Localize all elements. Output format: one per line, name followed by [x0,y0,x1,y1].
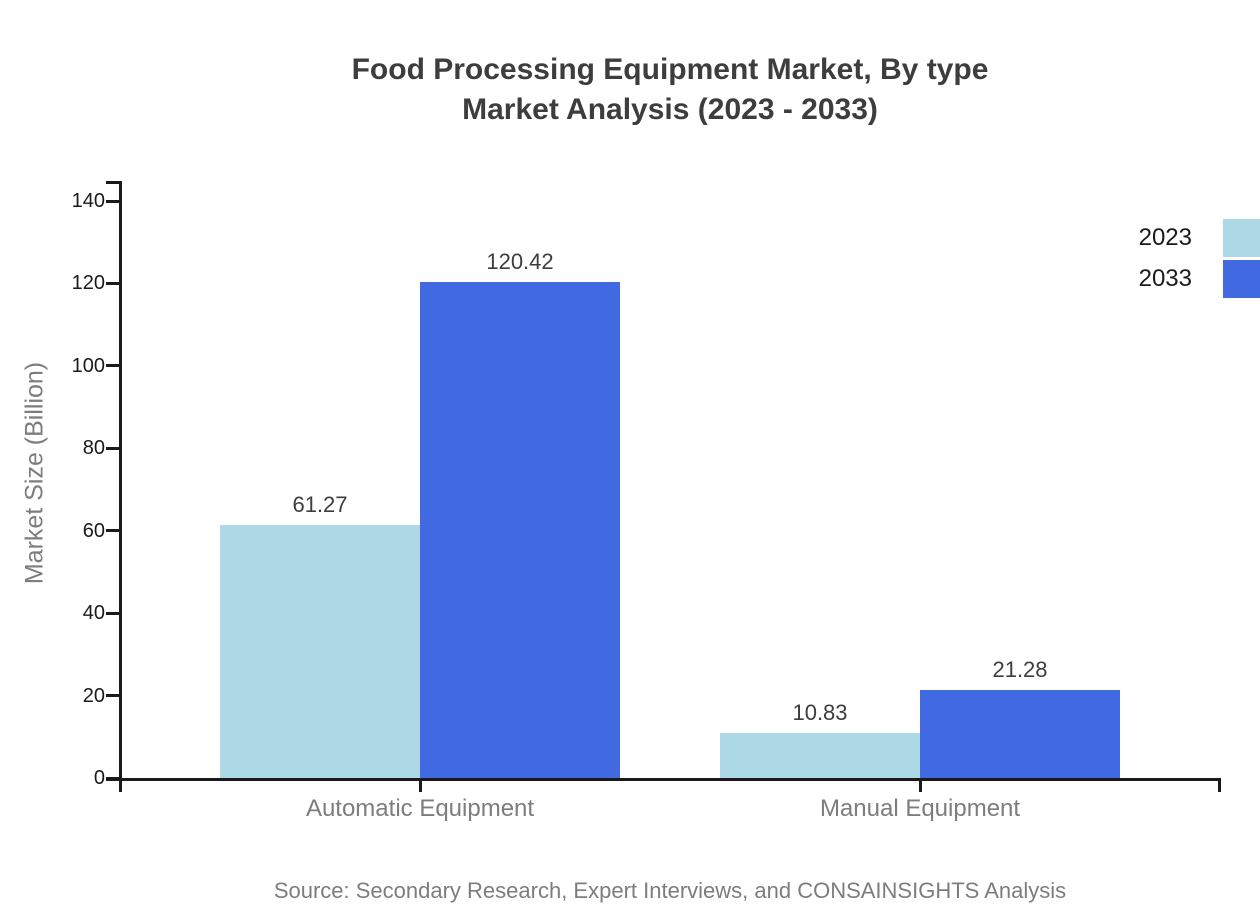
legend-label-2033: 2033 [1138,264,1192,292]
bar-2033-manual-equipment [920,690,1120,778]
y-tick [106,611,119,615]
y-tick [106,446,119,450]
y-tick [106,776,119,780]
x-axis-right-cap [1218,778,1221,792]
y-tick-label: 60 [82,519,105,542]
x-axis-line [106,778,1221,781]
y-tick-label: 140 [71,190,105,212]
bar-value-label: 21.28 [992,657,1048,683]
source-note: Source: Secondary Research, Expert Inter… [273,878,1067,903]
x-category-label: Automatic Equipment [305,795,535,822]
y-tick [106,694,119,698]
y-tick-label: 20 [82,684,105,707]
chart-title: Food Processing Equipment Market, By typ… [80,50,1260,130]
bar-2033-automatic-equipment [420,281,620,778]
legend-swatch-2033 [1223,259,1260,298]
y-tick [106,364,119,368]
legend-label-2023: 2023 [1138,224,1192,251]
bar-2023-manual-equipment [720,733,920,778]
y-axis-line [119,181,122,792]
category-tick [418,778,422,792]
legend-swatch-2023 [1223,219,1260,257]
y-tick-label: 100 [71,354,105,377]
chart-title-line1: Food Processing Equipment Market, By typ… [351,53,989,86]
y-tick-label: 120 [71,272,105,295]
y-tick-label: 80 [82,437,105,460]
chart-title-line2: Market Analysis (2023 - 2033) [462,93,878,126]
y-tick [106,281,119,285]
bar-2023-automatic-equipment [220,525,420,778]
category-tick [918,778,922,792]
bar-value-label: 10.83 [792,700,848,726]
y-tick-label: 0 [93,767,105,789]
bar-value-label: 61.27 [292,492,348,518]
y-tick-label: 40 [82,602,105,625]
y-tick [106,199,119,203]
y-axis-top-cap [106,181,119,184]
y-tick [106,529,119,533]
x-category-label: Manual Equipment [819,795,1021,822]
bar-value-label: 120.42 [486,248,554,274]
